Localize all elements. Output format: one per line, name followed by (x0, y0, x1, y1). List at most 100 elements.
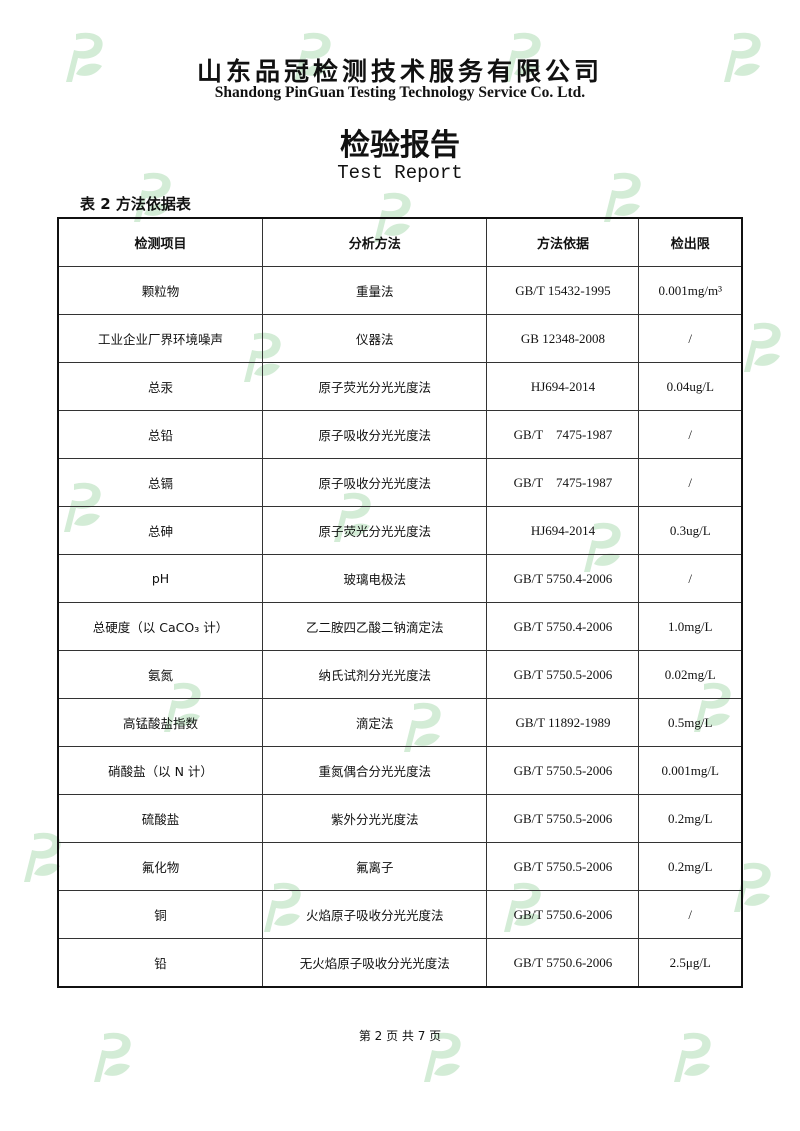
standard-cell: GB/T 11892-1989 (486, 698, 640, 747)
table-row: 氟化物 氟离子 GB/T 5750.5-2006 0.2mg/L (57, 842, 743, 891)
method-cell: 火焰原子吸收分光光度法 (262, 890, 488, 939)
standard-cell: GB/T 5750.4-2006 (486, 602, 640, 651)
item-cell: 硫酸盐 (57, 794, 264, 843)
method-cell: 氟离子 (262, 842, 488, 891)
watermark-logo-icon (66, 32, 103, 82)
standard-cell: GB/T 5750.6-2006 (486, 890, 640, 939)
method-cell: 滴定法 (262, 698, 488, 747)
standard-cell: GB/T 5750.6-2006 (486, 938, 640, 988)
standard-cell: GB/T 5750.4-2006 (486, 554, 640, 603)
watermark-logo-icon (294, 32, 331, 82)
limit-cell: 0.001mg/L (638, 746, 743, 795)
limit-cell: 1.0mg/L (638, 602, 743, 651)
report-title-cn: 检验报告 (340, 128, 460, 163)
standard-cell: GB/T 15432-1995 (486, 266, 640, 315)
method-table: 检测项目 分析方法 方法依据 检出限 颗粒物 重量法 GB/T 15432-1995… (57, 217, 743, 988)
table-header-row: 检测项目 分析方法 方法依据 检出限 (57, 217, 743, 267)
company-name-cn: 山东品冠检测技术服务有限公司 (196, 57, 603, 86)
limit-cell: / (638, 410, 743, 459)
standard-cell: HJ694-2014 (486, 506, 640, 555)
item-cell: 总铅 (57, 410, 264, 459)
item-cell: 颗粒物 (57, 266, 264, 315)
table-row: 颗粒物 重量法 GB/T 15432-1995 0.001mg/m³ (57, 266, 743, 315)
table-row: 总硬度（以 CaCO₃ 计） 乙二胺四乙酸二钠滴定法 GB/T 5750.4-200… (57, 602, 743, 651)
limit-cell: / (638, 890, 743, 939)
table-row: 硫酸盐 紫外分光光度法 GB/T 5750.5-2006 0.2mg/L (57, 794, 743, 843)
standard-cell: GB/T 5750.5-2006 (486, 842, 640, 891)
table-row: 总镉 原子吸收分光光度法 GB/T 7475-1987/ (57, 458, 743, 507)
limit-cell: 0.2mg/L (638, 794, 743, 843)
item-cell: 硝酸盐（以 N 计） (57, 746, 264, 795)
table-row: 总汞 原子荧光分光光度法 HJ694-2014 0.04ug/L (57, 362, 743, 411)
watermark-logo-icon (604, 172, 641, 222)
watermark-logo-icon (424, 1032, 461, 1082)
limit-cell: 0.04ug/L (638, 362, 743, 411)
watermark-logo-icon (24, 832, 61, 882)
item-cell: 总汞 (57, 362, 264, 411)
method-cell: 原子吸收分光光度法 (262, 410, 488, 459)
item-cell: 工业企业厂界环境噪声 (57, 314, 264, 363)
item-cell: 氨氮 (57, 650, 264, 699)
item-cell: 氟化物 (57, 842, 264, 891)
report-title-en: Test Report (337, 162, 463, 184)
page-number: 第 2 页 共 7 页 (358, 1029, 442, 1043)
limit-cell: / (638, 314, 743, 363)
method-cell: 无火焰原子吸收分光光度法 (262, 938, 488, 988)
item-cell: 总硬度（以 CaCO₃ 计） (57, 602, 264, 651)
item-cell: 高锰酸盐指数 (57, 698, 264, 747)
table-row: 总铅 原子吸收分光光度法 GB/T 7475-1987/ (57, 410, 743, 459)
watermark-logo-icon (674, 1032, 711, 1082)
watermark-logo-icon (134, 172, 171, 222)
method-cell: 原子荧光分光光度法 (262, 506, 488, 555)
limit-cell: 0.5mg/L (638, 698, 743, 747)
method-cell: 乙二胺四乙酸二钠滴定法 (262, 602, 488, 651)
method-cell: 重量法 (262, 266, 488, 315)
limit-cell: / (638, 458, 743, 507)
method-cell: 原子荧光分光光度法 (262, 362, 488, 411)
watermark-logo-icon (744, 322, 781, 372)
table-row: 总砷 原子荧光分光光度法 HJ694-2014 0.3ug/L (57, 506, 743, 555)
standard-cell: HJ694-2014 (486, 362, 640, 411)
limit-cell: 0.02mg/L (638, 650, 743, 699)
table-row: 氨氮 纳氏试剂分光光度法 GB/T 5750.5-2006 0.02mg/L (57, 650, 743, 699)
column-header: 方法依据 (486, 217, 640, 267)
watermark-logo-icon (734, 862, 771, 912)
watermark-logo-icon (94, 1032, 131, 1082)
method-cell: 纳氏试剂分光光度法 (262, 650, 488, 699)
standard-cell: GB/T 5750.5-2006 (486, 794, 640, 843)
table-row: 工业企业厂界环境噪声 仪器法 GB 12348-2008/ (57, 314, 743, 363)
company-name-en: Shandong PinGuan Testing Technology Serv… (214, 84, 586, 101)
table-row: 高锰酸盐指数 滴定法 GB/T 11892-1989 0.5mg/L (57, 698, 743, 747)
standard-cell: GB 12348-2008 (486, 314, 640, 363)
limit-cell: 0.3ug/L (638, 506, 743, 555)
watermark-logo-icon (724, 32, 761, 82)
limit-cell: / (638, 554, 743, 603)
standard-cell: GB/T 5750.5-2006 (486, 746, 640, 795)
watermark-logo-icon (504, 32, 541, 82)
limit-cell: 0.001mg/m³ (638, 266, 743, 315)
method-cell: 仪器法 (262, 314, 488, 363)
standard-cell: GB/T 5750.5-2006 (486, 650, 640, 699)
table-row: 硝酸盐（以 N 计） 重氮偶合分光光度法 GB/T 5750.5-2006 0.001… (57, 746, 743, 795)
table-row: 铜火焰原子吸收分光光度法 GB/T 5750.6-2006/ (57, 890, 743, 939)
method-cell: 重氮偶合分光光度法 (262, 746, 488, 795)
standard-cell: GB/T 7475-1987 (486, 410, 640, 459)
column-header: 检出限 (638, 217, 743, 267)
item-cell: pH (57, 554, 264, 603)
item-cell: 铜 (57, 890, 264, 939)
column-header: 检测项目 (57, 217, 264, 267)
item-cell: 总镉 (57, 458, 264, 507)
column-header: 分析方法 (262, 217, 488, 267)
limit-cell: 2.5μg/L (638, 938, 743, 988)
table-row: pH 玻璃电极法 GB/T 5750.4-2006/ (57, 554, 743, 603)
table-caption: 表 2 方法依据表 (80, 195, 191, 213)
table-row: 铅无火焰原子吸收分光光度法 GB/T 5750.6-2006 2.5μg/L (57, 938, 743, 988)
item-cell: 总砷 (57, 506, 264, 555)
method-cell: 紫外分光光度法 (262, 794, 488, 843)
method-cell: 玻璃电极法 (262, 554, 488, 603)
item-cell: 铅 (57, 938, 264, 988)
limit-cell: 0.2mg/L (638, 842, 743, 891)
method-cell: 原子吸收分光光度法 (262, 458, 488, 507)
standard-cell: GB/T 7475-1987 (486, 458, 640, 507)
